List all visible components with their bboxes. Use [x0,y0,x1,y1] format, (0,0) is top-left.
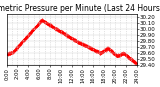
Title: Barometric Pressure per Minute (Last 24 Hours): Barometric Pressure per Minute (Last 24 … [0,4,160,13]
